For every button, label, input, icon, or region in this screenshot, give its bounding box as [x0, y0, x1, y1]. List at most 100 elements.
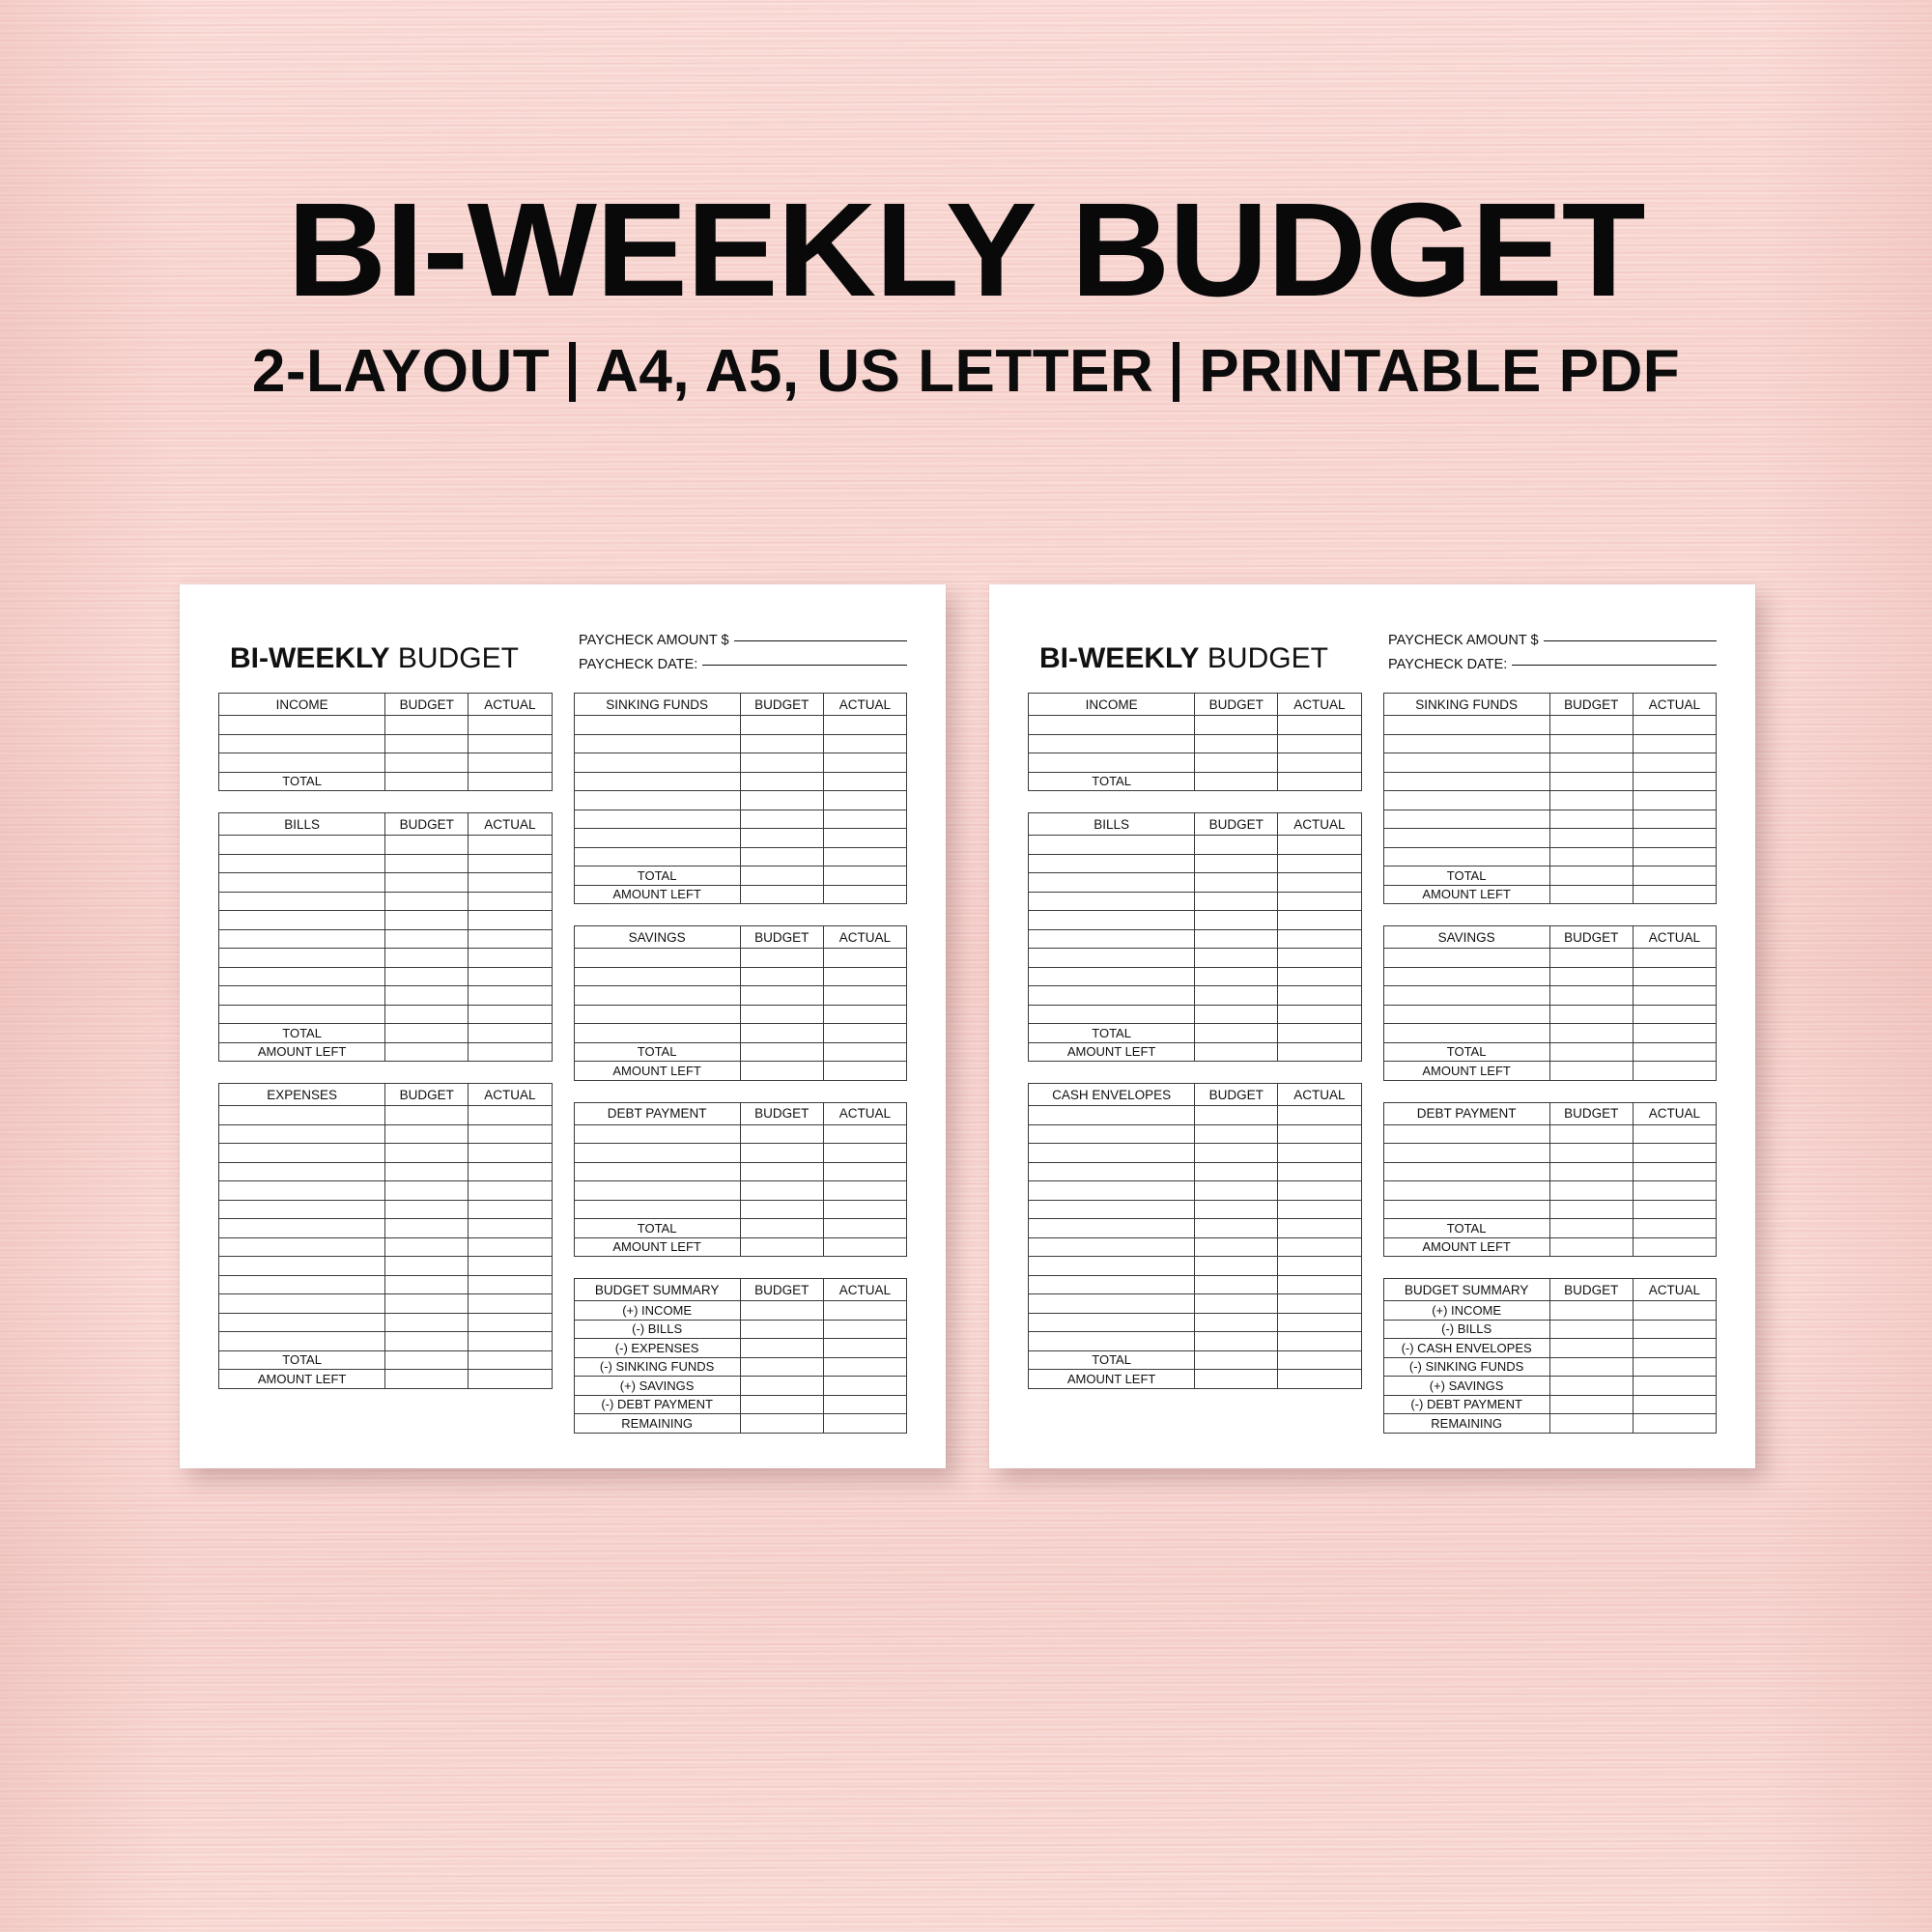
entry-name-cell[interactable] — [1382, 966, 1550, 986]
entry-actual-cell[interactable] — [468, 1256, 553, 1276]
entry-name-cell[interactable] — [1027, 1274, 1196, 1294]
entry-actual-cell[interactable] — [822, 733, 908, 753]
summary-budget-cell[interactable] — [739, 1319, 824, 1339]
entry-actual-cell[interactable] — [1632, 828, 1718, 848]
entry-budget-cell[interactable] — [384, 1180, 469, 1201]
entry-name-cell[interactable] — [1027, 910, 1196, 930]
entry-actual-cell[interactable] — [1632, 733, 1718, 753]
entry-actual-cell[interactable] — [468, 1123, 553, 1144]
entry-name-cell[interactable] — [1027, 1218, 1196, 1238]
entry-actual-cell[interactable] — [1277, 835, 1362, 855]
total-actual-cell[interactable] — [1632, 1041, 1718, 1062]
entry-budget-cell[interactable] — [1194, 1274, 1279, 1294]
entry-name-cell[interactable] — [573, 828, 741, 848]
entry-name-cell[interactable] — [217, 1123, 386, 1144]
entry-budget-cell[interactable] — [1194, 715, 1279, 735]
entry-actual-cell[interactable] — [1632, 948, 1718, 968]
entry-actual-cell[interactable] — [468, 966, 553, 986]
entry-budget-cell[interactable] — [739, 1180, 824, 1201]
entry-budget-cell[interactable] — [1194, 1161, 1279, 1181]
summary-actual-cell[interactable] — [1632, 1356, 1718, 1377]
entry-name-cell[interactable] — [217, 1293, 386, 1314]
entry-name-cell[interactable] — [217, 1312, 386, 1332]
entry-name-cell[interactable] — [217, 1143, 386, 1163]
entry-name-cell[interactable] — [573, 1161, 741, 1181]
entry-actual-cell[interactable] — [468, 928, 553, 949]
summary-actual-cell[interactable] — [1632, 1394, 1718, 1414]
summary-actual-cell[interactable] — [822, 1338, 908, 1358]
entry-budget-cell[interactable] — [384, 1123, 469, 1144]
total-budget-cell[interactable] — [1548, 1218, 1634, 1238]
entry-budget-cell[interactable] — [739, 948, 824, 968]
entry-actual-cell[interactable] — [468, 1274, 553, 1294]
entry-actual-cell[interactable] — [822, 753, 908, 773]
entry-actual-cell[interactable] — [1277, 1143, 1362, 1163]
entry-actual-cell[interactable] — [1277, 1293, 1362, 1314]
entry-budget-cell[interactable] — [1194, 872, 1279, 893]
amount-left-budget-cell[interactable] — [739, 1061, 824, 1081]
entry-name-cell[interactable] — [217, 985, 386, 1006]
entry-budget-cell[interactable] — [384, 753, 469, 773]
entry-budget-cell[interactable] — [384, 948, 469, 968]
summary-budget-cell[interactable] — [739, 1338, 824, 1358]
entry-actual-cell[interactable] — [822, 966, 908, 986]
remaining-actual-cell[interactable] — [1632, 1413, 1718, 1434]
entry-budget-cell[interactable] — [1194, 1256, 1279, 1276]
entry-name-cell[interactable] — [217, 1161, 386, 1181]
entry-name-cell[interactable] — [1382, 846, 1550, 867]
entry-budget-cell[interactable] — [384, 891, 469, 911]
entry-name-cell[interactable] — [1027, 966, 1196, 986]
entry-budget-cell[interactable] — [384, 715, 469, 735]
entry-actual-cell[interactable] — [822, 1180, 908, 1201]
entry-budget-cell[interactable] — [1548, 1123, 1634, 1144]
entry-name-cell[interactable] — [573, 1123, 741, 1144]
entry-actual-cell[interactable] — [468, 1161, 553, 1181]
entry-name-cell[interactable] — [217, 966, 386, 986]
entry-name-cell[interactable] — [573, 985, 741, 1006]
entry-actual-cell[interactable] — [822, 1004, 908, 1024]
amount-left-actual-cell[interactable] — [822, 1061, 908, 1081]
entry-budget-cell[interactable] — [739, 846, 824, 867]
entry-budget-cell[interactable] — [1194, 1199, 1279, 1219]
entry-actual-cell[interactable] — [822, 1143, 908, 1163]
entry-actual-cell[interactable] — [1632, 715, 1718, 735]
entry-actual-cell[interactable] — [468, 1331, 553, 1351]
amount-left-actual-cell[interactable] — [1632, 884, 1718, 904]
entry-name-cell[interactable] — [217, 753, 386, 773]
entry-budget-cell[interactable] — [384, 1312, 469, 1332]
entry-actual-cell[interactable] — [822, 846, 908, 867]
entry-name-cell[interactable] — [1382, 1004, 1550, 1024]
entry-name-cell[interactable] — [217, 715, 386, 735]
entry-actual-cell[interactable] — [1277, 985, 1362, 1006]
entry-budget-cell[interactable] — [384, 966, 469, 986]
entry-name-cell[interactable] — [1027, 1004, 1196, 1024]
entry-budget-cell[interactable] — [739, 1199, 824, 1219]
summary-budget-cell[interactable] — [1548, 1338, 1634, 1358]
entry-actual-cell[interactable] — [468, 910, 553, 930]
entry-budget-cell[interactable] — [739, 809, 824, 829]
entry-name-cell[interactable] — [1382, 1199, 1550, 1219]
entry-name-cell[interactable] — [573, 790, 741, 810]
total-budget-cell[interactable] — [1548, 1041, 1634, 1062]
entry-name-cell[interactable] — [573, 846, 741, 867]
paycheck-date-input[interactable] — [1512, 664, 1717, 666]
entry-actual-cell[interactable] — [822, 1199, 908, 1219]
entry-name-cell[interactable] — [217, 1331, 386, 1351]
entry-actual-cell[interactable] — [468, 1105, 553, 1125]
entry-budget-cell[interactable] — [739, 1161, 824, 1181]
entry-actual-cell[interactable] — [468, 891, 553, 911]
entry-budget-cell[interactable] — [384, 835, 469, 855]
entry-actual-cell[interactable] — [1632, 790, 1718, 810]
summary-actual-cell[interactable] — [822, 1319, 908, 1339]
total-budget-cell[interactable] — [384, 771, 469, 791]
summary-budget-cell[interactable] — [739, 1300, 824, 1321]
entry-budget-cell[interactable] — [1548, 828, 1634, 848]
summary-actual-cell[interactable] — [822, 1376, 908, 1396]
entry-name-cell[interactable] — [1027, 715, 1196, 735]
entry-name-cell[interactable] — [573, 1180, 741, 1201]
entry-name-cell[interactable] — [217, 928, 386, 949]
entry-budget-cell[interactable] — [1194, 1218, 1279, 1238]
entry-budget-cell[interactable] — [1548, 753, 1634, 773]
entry-name-cell[interactable] — [1382, 809, 1550, 829]
entry-actual-cell[interactable] — [1277, 1004, 1362, 1024]
